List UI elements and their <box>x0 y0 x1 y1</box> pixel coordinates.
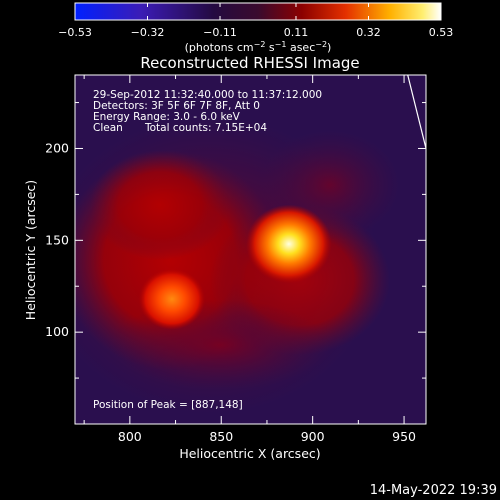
colorbar-tick-label: −0.11 <box>203 26 237 39</box>
x-tick-label: 950 <box>392 429 416 444</box>
colorbar <box>74 2 442 21</box>
timestamp: 14-May-2022 19:39 <box>370 483 497 498</box>
secondary-source <box>138 268 206 330</box>
colorbar-ticks: −0.53 −0.32 −0.11 0.11 0.32 0.53 <box>58 3 453 39</box>
colorbar-tick-label: 0.53 <box>429 26 454 39</box>
energy-range-label: Energy Range: 3.0 - 6.0 keV <box>93 111 241 123</box>
colorbar-tick-label: 0.11 <box>284 26 309 39</box>
colorbar-units: (photons cm−2 s−1 asec−2) <box>185 40 332 54</box>
primary-source <box>246 204 332 284</box>
y-tick-label: 100 <box>45 324 69 339</box>
colorbar-tick-label: −0.53 <box>58 26 92 39</box>
solar-limb-line <box>407 75 426 154</box>
x-tick-label: 850 <box>209 429 233 444</box>
x-axis-label: Heliocentric X (arcsec) <box>179 446 320 461</box>
chart-title: Reconstructed RHESSI Image <box>140 54 359 72</box>
detectors-label: Detectors: 3F 5F 6F 7F 8F, Att 0 <box>93 100 260 112</box>
emission-region-upper <box>90 150 230 260</box>
peak-position-label: Position of Peak = [887,148] <box>93 399 243 411</box>
plot-frame <box>74 74 427 425</box>
y-tick-label: 200 <box>45 140 69 155</box>
total-counts-label: Total counts: 7.15E+04 <box>144 122 267 134</box>
y-axis-label: Heliocentric Y (arcsec) <box>23 180 38 320</box>
x-tick-label: 900 <box>301 429 325 444</box>
time-range-label: 29-Sep-2012 11:32:40.000 to 11:37:12.000 <box>93 89 322 101</box>
axes: 800 850 900 950 100 150 200 <box>45 75 426 444</box>
clean-label: Clean <box>93 122 123 134</box>
colorbar-tick-label: 0.32 <box>356 26 381 39</box>
x-tick-label: 800 <box>118 429 142 444</box>
colorbar-tick-label: −0.32 <box>131 26 165 39</box>
y-tick-label: 150 <box>45 232 69 247</box>
image-map <box>75 75 426 424</box>
